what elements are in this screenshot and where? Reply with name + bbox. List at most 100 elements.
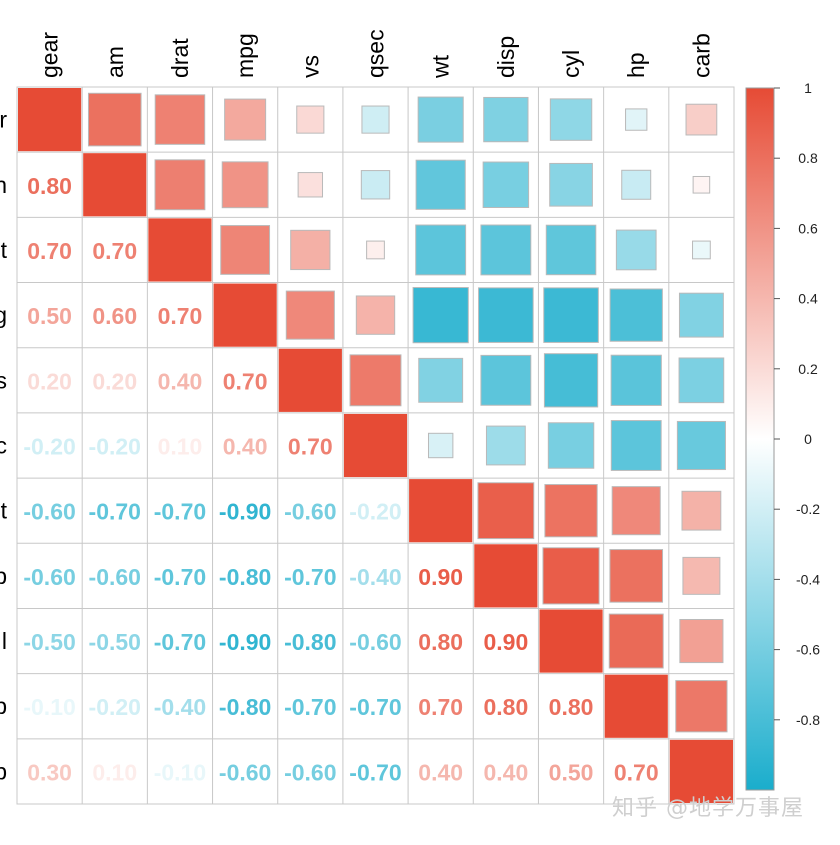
correlation-label: -0.80: [284, 629, 336, 655]
correlation-square: [678, 292, 724, 338]
row-label: r: [0, 107, 7, 133]
correlation-label: -0.60: [284, 759, 336, 785]
colorbar-tick-label: -0.8: [796, 712, 820, 728]
correlation-square: [610, 354, 662, 406]
correlation-label: -0.70: [349, 694, 401, 720]
correlation-square: [290, 229, 331, 271]
diagonal-cell: [213, 283, 277, 347]
correlation-square: [349, 354, 402, 407]
correlation-label: 0.40: [483, 759, 528, 785]
column-label: cyl: [558, 50, 584, 78]
correlation-square: [685, 103, 718, 136]
correlation-label: 0.80: [549, 694, 594, 720]
colorbar-tick-label: 1: [804, 80, 812, 96]
row-label: t: [1, 498, 8, 524]
correlation-label: 0.40: [418, 759, 463, 785]
correlation-square: [608, 613, 664, 669]
row-label: p: [0, 693, 7, 719]
correlation-label: 0.80: [418, 629, 463, 655]
correlation-label: 0.90: [483, 629, 528, 655]
correlation-square: [297, 172, 324, 198]
correlation-label: -0.20: [89, 434, 141, 460]
correlation-square: [544, 484, 598, 538]
correlation-square: [547, 422, 595, 469]
correlation-label: 0.70: [288, 434, 333, 460]
correlation-square: [675, 680, 728, 733]
correlation-label: -0.80: [219, 694, 271, 720]
correlation-square: [360, 170, 391, 200]
correlation-label: -0.70: [154, 499, 206, 525]
column-label: wt: [428, 54, 454, 79]
colorbar-tick-label: 0.4: [798, 291, 818, 307]
correlation-square: [543, 353, 599, 408]
correlation-label: 0.70: [223, 368, 268, 394]
correlation-square: [545, 224, 597, 276]
correlation-label: -0.20: [349, 499, 401, 525]
column-label: am: [102, 46, 128, 78]
correlation-label: -0.60: [349, 629, 401, 655]
colorbar-tick-label: 0.8: [798, 150, 818, 166]
correlation-square: [221, 161, 269, 209]
correlation-label: 0.70: [158, 303, 203, 329]
correlation-square: [611, 486, 661, 536]
watermark: 知乎 @地学万事屋: [612, 796, 804, 821]
row-label: l: [2, 628, 7, 654]
correlation-label: -0.90: [219, 499, 271, 525]
correlation-label: -0.70: [154, 629, 206, 655]
row-label: c: [0, 433, 7, 459]
diagonal-cell: [343, 413, 408, 478]
column-label: carb: [688, 33, 714, 78]
diagonal-cell: [604, 674, 668, 738]
colorbar-tick-label: -0.4: [796, 571, 820, 587]
diagonal-cell: [18, 88, 82, 152]
correlation-label: 0.60: [92, 303, 137, 329]
correlation-square: [417, 96, 464, 143]
correlation-label: -0.70: [154, 564, 206, 590]
correlation-label: 0.20: [27, 368, 72, 394]
correlation-label: -0.70: [284, 564, 336, 590]
correlation-square: [412, 287, 469, 344]
colorbar: [745, 87, 775, 791]
colorbar-tick-label: -0.6: [796, 642, 820, 658]
correlation-label: 0.70: [614, 759, 659, 785]
correlation-square: [609, 549, 664, 603]
diagonal-cell: [539, 609, 603, 673]
correlation-square: [285, 290, 335, 340]
correlation-label: 0.40: [158, 368, 203, 394]
correlation-square: [610, 420, 662, 471]
correlation-square: [154, 159, 206, 211]
row-label: p: [0, 758, 7, 784]
correlation-label: -0.50: [23, 629, 75, 655]
column-label: hp: [623, 52, 649, 78]
diagonal-cell: [669, 739, 733, 803]
correlation-label: -0.20: [23, 434, 75, 460]
correlation-square: [549, 98, 593, 141]
diagonal-cell: [278, 348, 342, 412]
column-label: drat: [167, 38, 193, 78]
correlation-label: -0.60: [23, 564, 75, 590]
correlation-label: 0.40: [223, 434, 268, 460]
correlation-label: 0.30: [27, 759, 72, 785]
correlation-label: -0.60: [284, 499, 336, 525]
correlation-square: [361, 105, 390, 134]
colorbar-tick-label: 0: [804, 431, 812, 447]
row-label: g: [0, 302, 7, 328]
correlation-square: [542, 547, 600, 605]
correlation-square: [415, 159, 466, 210]
correlation-square: [477, 482, 535, 540]
correlation-square: [355, 295, 396, 335]
correlation-square: [366, 240, 385, 260]
correlation-square: [220, 225, 271, 275]
correlation-square: [682, 556, 721, 595]
correlation-label: -0.90: [219, 629, 271, 655]
row-label: t: [1, 237, 8, 263]
correlation-square: [296, 105, 325, 134]
correlation-square: [678, 357, 725, 404]
correlation-label: 0.70: [27, 238, 72, 264]
correlation-label: -0.80: [219, 564, 271, 590]
row-label: n: [0, 172, 7, 198]
correlation-label: 0.10: [158, 434, 203, 460]
correlation-label: 0.70: [418, 694, 463, 720]
correlation-label: -0.70: [89, 499, 141, 525]
